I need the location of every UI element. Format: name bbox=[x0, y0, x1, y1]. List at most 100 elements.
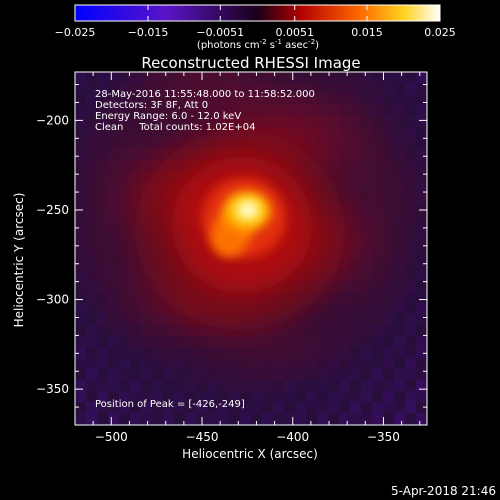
heatmap-cell bbox=[97, 413, 108, 424]
heatmap-cell bbox=[130, 105, 141, 116]
heatmap-cell bbox=[119, 226, 130, 237]
heatmap-cell bbox=[394, 182, 405, 193]
heatmap-cell bbox=[350, 193, 361, 204]
heatmap-cell bbox=[141, 160, 152, 171]
heatmap-cell bbox=[130, 248, 141, 259]
heatmap-cell bbox=[383, 270, 394, 281]
heatmap-cell bbox=[262, 336, 273, 347]
heatmap-cell bbox=[339, 237, 350, 248]
heatmap-cell bbox=[361, 325, 372, 336]
heatmap-cell bbox=[218, 347, 229, 358]
heatmap-cell bbox=[405, 116, 416, 127]
heatmap-cell bbox=[273, 127, 284, 138]
heatmap-cell bbox=[174, 358, 185, 369]
heatmap-cell bbox=[174, 402, 185, 413]
heatmap-cell bbox=[405, 358, 416, 369]
heatmap-cell bbox=[284, 127, 295, 138]
heatmap-cell bbox=[174, 105, 185, 116]
heatmap-cell bbox=[394, 413, 405, 424]
heatmap-cell bbox=[251, 94, 262, 105]
heatmap-cell bbox=[405, 424, 416, 425]
heatmap-cell bbox=[350, 248, 361, 259]
heatmap-cell bbox=[251, 83, 262, 94]
heatmap-cell bbox=[185, 336, 196, 347]
heatmap-cell bbox=[284, 413, 295, 424]
heatmap-cell bbox=[207, 72, 218, 83]
heatmap-cell bbox=[273, 347, 284, 358]
heatmap-cell bbox=[75, 424, 86, 425]
heatmap-cell bbox=[383, 259, 394, 270]
heatmap-cell bbox=[372, 226, 383, 237]
heatmap-cell bbox=[350, 281, 361, 292]
heatmap-cell bbox=[130, 171, 141, 182]
y-tick-label: −350 bbox=[36, 382, 69, 396]
heatmap-cell bbox=[251, 391, 262, 402]
heatmap-cell bbox=[328, 424, 339, 425]
heatmap-cell bbox=[240, 402, 251, 413]
colorbar-tick-label: 0.025 bbox=[424, 26, 456, 39]
heatmap-cell bbox=[86, 292, 97, 303]
heatmap-cell bbox=[152, 369, 163, 380]
heatmap-cell bbox=[86, 226, 97, 237]
heatmap-cell bbox=[251, 116, 262, 127]
heatmap-cell bbox=[174, 83, 185, 94]
heatmap-cell bbox=[130, 270, 141, 281]
heatmap-cell bbox=[130, 259, 141, 270]
heatmap-cell bbox=[119, 391, 130, 402]
heatmap-cell bbox=[75, 413, 86, 424]
heatmap-cell bbox=[229, 347, 240, 358]
heatmap-cell bbox=[295, 94, 306, 105]
heatmap-cell bbox=[251, 402, 262, 413]
heatmap-cell bbox=[262, 413, 273, 424]
heatmap-cell bbox=[141, 83, 152, 94]
heatmap-cell bbox=[262, 347, 273, 358]
heatmap-cell bbox=[141, 336, 152, 347]
colorbar-gradient bbox=[74, 4, 441, 22]
heatmap-cell bbox=[75, 182, 86, 193]
heatmap-cell bbox=[383, 204, 394, 215]
heatmap-cell bbox=[86, 402, 97, 413]
heatmap-cell bbox=[130, 413, 141, 424]
heatmap-cell bbox=[141, 402, 152, 413]
heatmap-cell bbox=[394, 259, 405, 270]
heatmap-cell bbox=[141, 347, 152, 358]
heatmap-cell bbox=[383, 83, 394, 94]
heatmap-cell bbox=[394, 325, 405, 336]
colorbar-tick-label: 0.015 bbox=[351, 26, 383, 39]
heatmap-cell bbox=[218, 380, 229, 391]
heatmap-cell bbox=[339, 138, 350, 149]
heatmap-cell bbox=[383, 281, 394, 292]
heatmap-cell bbox=[97, 138, 108, 149]
heatmap-cell bbox=[86, 259, 97, 270]
heatmap-cell bbox=[240, 83, 251, 94]
heatmap-cell bbox=[119, 303, 130, 314]
heatmap-cell bbox=[108, 303, 119, 314]
heatmap-cell bbox=[108, 380, 119, 391]
heatmap-cell bbox=[86, 171, 97, 182]
heatmap-cell bbox=[97, 171, 108, 182]
heatmap-cell bbox=[86, 138, 97, 149]
heatmap-cell bbox=[240, 413, 251, 424]
heatmap-cell bbox=[284, 72, 295, 83]
heatmap-cell bbox=[306, 369, 317, 380]
heatmap-cell bbox=[383, 94, 394, 105]
heatmap-cell bbox=[130, 160, 141, 171]
annotations: 28-May-2016 11:55:48.000 to 11:58:52.000… bbox=[95, 89, 315, 410]
heatmap-cell bbox=[339, 380, 350, 391]
heatmap-cell bbox=[97, 325, 108, 336]
heatmap-cell bbox=[86, 347, 97, 358]
heatmap-cell bbox=[394, 105, 405, 116]
heatmap-cell bbox=[119, 402, 130, 413]
heatmap-cell bbox=[218, 413, 229, 424]
heatmap-cell bbox=[361, 347, 372, 358]
heatmap-cell bbox=[328, 94, 339, 105]
heatmap-cell bbox=[383, 105, 394, 116]
heatmap-cell bbox=[273, 391, 284, 402]
heatmap-cell bbox=[394, 94, 405, 105]
heatmap-cell bbox=[185, 72, 196, 83]
heatmap-cell bbox=[416, 193, 427, 204]
heatmap-cell bbox=[416, 325, 427, 336]
heatmap-cell bbox=[119, 193, 130, 204]
heatmap-cell bbox=[185, 347, 196, 358]
heatmap-cell bbox=[229, 413, 240, 424]
